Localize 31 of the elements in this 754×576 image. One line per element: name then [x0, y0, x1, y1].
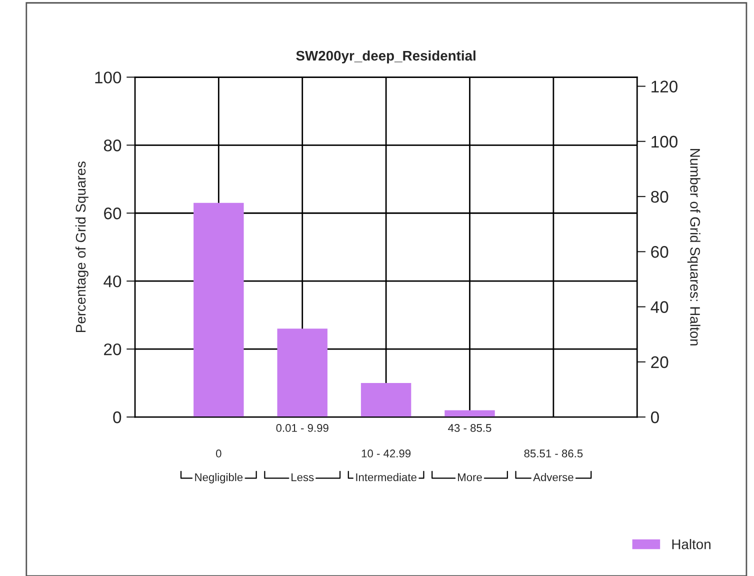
text: More	[458, 473, 482, 482]
bar	[277, 328, 328, 418]
y2-tick-label: 40	[650, 301, 668, 313]
y-tick-label: 80	[104, 140, 122, 152]
legend-label: Halton	[672, 539, 710, 550]
text: Negligible	[195, 473, 243, 484]
x-tick-label: 0	[216, 450, 222, 458]
chart-title: SW200yr_deep_Residential	[296, 50, 476, 64]
y2-tick-label: 120	[652, 80, 678, 92]
y-tick-label: 0	[113, 411, 122, 424]
bar	[194, 202, 244, 418]
y2-tick-label: 100	[652, 136, 678, 148]
text: Intermediate	[356, 473, 416, 482]
y2-tick-label: 0	[650, 411, 659, 424]
text: Less	[292, 473, 314, 482]
y2-axis-title: Number of Grid Squares: Halton	[687, 149, 700, 346]
x-tick-label: 0.01 - 9.99	[276, 424, 328, 432]
x-tick-label: 85.51 - 86.5	[524, 450, 583, 458]
y-tick-label: 40	[104, 275, 122, 288]
y-tick-label: 60	[104, 208, 122, 220]
text: Adverse	[533, 473, 574, 482]
y-tick-label: 100	[95, 72, 122, 84]
y-axis-title: Percentage of Grid Squares	[75, 162, 88, 332]
y2-tick-label: 20	[651, 356, 668, 368]
x-tick-label: 43 - 85.5	[448, 424, 492, 432]
y2-tick-label: 60	[651, 246, 668, 258]
x-tick-label: 10 - 42.99	[362, 450, 411, 458]
y2-tick-label: 80	[651, 190, 668, 203]
y-tick-label: 20	[104, 343, 122, 356]
bar	[444, 410, 495, 418]
bar	[360, 383, 412, 418]
